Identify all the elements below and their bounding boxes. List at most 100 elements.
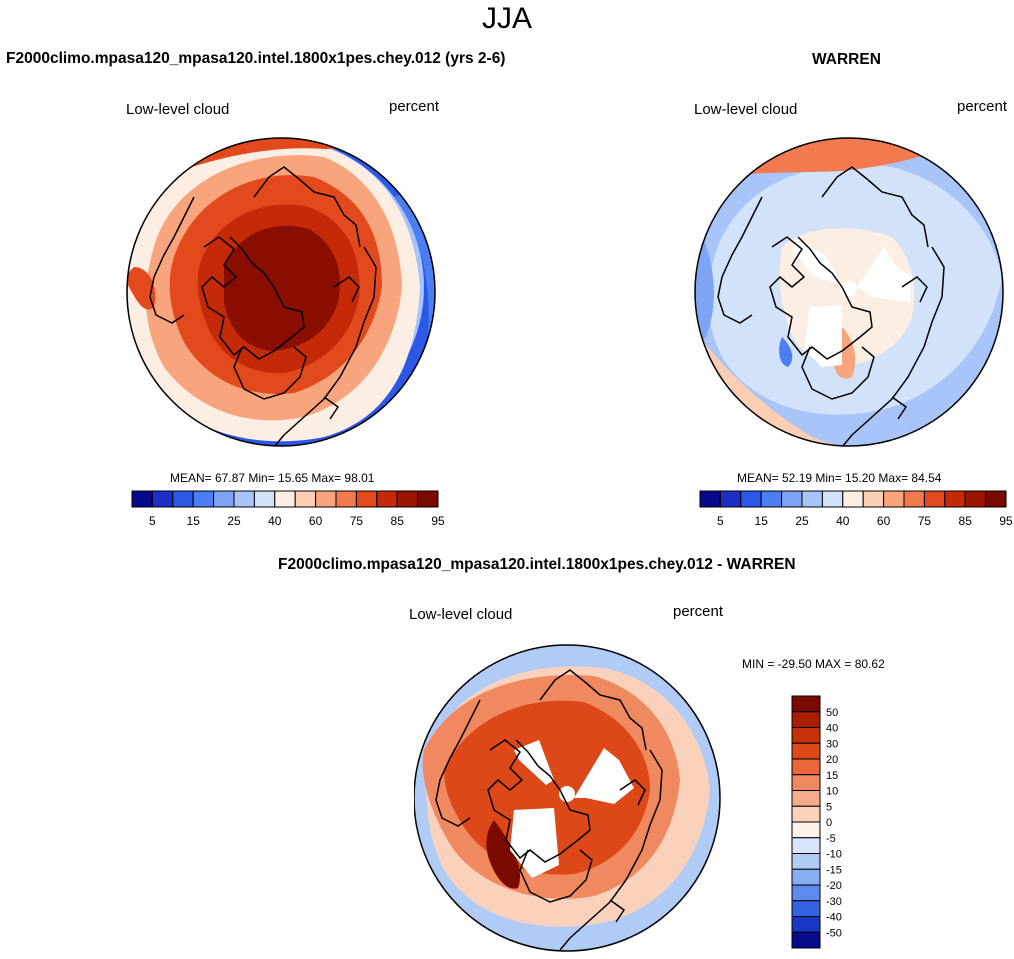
colorbar-swatch <box>355 490 378 508</box>
colorbar-swatch <box>791 837 821 854</box>
colorbar-swatch <box>740 490 762 508</box>
colorbar-tick-label: 95 <box>999 514 1012 528</box>
colorbar-swatch <box>923 490 946 508</box>
coastlines <box>435 669 663 951</box>
colorbar-tick-label: 40 <box>268 514 282 528</box>
panel-1-colorbar: 5 15 25 40 60 75 85 95 <box>131 490 444 528</box>
colorbar-tick-label: 5 <box>149 514 156 528</box>
panel-2-stats: MEAN= 52.19 Min= 15.20 Max= 84.54 <box>737 471 942 485</box>
missing-data-mask <box>559 786 575 802</box>
panel-3-polar-map <box>414 644 721 952</box>
colorbar-swatch <box>213 490 235 508</box>
colorbar-swatch <box>801 490 823 508</box>
colorbar-swatch <box>791 884 821 902</box>
colorbar-swatch <box>944 490 966 508</box>
missing-data-mask <box>574 748 634 804</box>
colorbar-tick-label: 15 <box>187 514 201 528</box>
colorbar-tick-label: 5 <box>826 801 832 813</box>
colorbar-swatch <box>903 490 925 508</box>
colorbar-swatch <box>791 742 821 760</box>
colorbar-tick-label: -30 <box>826 896 842 908</box>
colorbar-tick-label: 60 <box>309 514 323 528</box>
colorbar-tick-label: 40 <box>836 514 850 528</box>
map-field-layer <box>779 337 793 367</box>
colorbar-tick-label: 50 <box>826 707 838 719</box>
map-boundary-circle <box>126 137 436 447</box>
colorbar-swatch <box>883 490 905 508</box>
colorbar-tick-label: 75 <box>918 514 932 528</box>
colorbar-swatch <box>791 695 821 713</box>
missing-data-mask <box>514 740 554 785</box>
colorbar-swatch <box>791 790 821 807</box>
panel-3-stats: MIN = -29.50 MAX = 80.62 <box>742 657 885 671</box>
colorbar-swatch <box>376 490 398 508</box>
colorbar-swatch <box>131 490 153 508</box>
colorbar-tick-label: -15 <box>826 864 842 876</box>
colorbar-swatch <box>791 774 821 791</box>
colorbar-swatch <box>396 490 419 508</box>
panel-3-title: F2000climo.mpasa120_mpasa120.intel.1800x… <box>278 556 796 573</box>
missing-data-mask <box>804 305 842 367</box>
panel-1-units-label: percent <box>389 98 440 115</box>
colorbar-swatch <box>791 900 821 917</box>
panel-2-title: WARREN <box>812 51 881 68</box>
colorbar-swatch <box>274 490 296 508</box>
colorbar-tick-label: 30 <box>826 738 838 750</box>
colorbar-tick-label: -40 <box>826 912 842 924</box>
colorbar-swatch <box>964 490 987 508</box>
map-field-layer <box>224 225 340 351</box>
panel-2-units-label: percent <box>957 98 1008 115</box>
colorbar-swatch <box>233 490 255 508</box>
map-field-layer <box>486 820 521 889</box>
map-field-layer <box>127 267 156 310</box>
colorbar-tick-label: 60 <box>877 514 891 528</box>
colorbar-tick-label: 5 <box>717 514 724 528</box>
colorbar-swatch <box>335 490 357 508</box>
colorbar-swatch <box>151 490 174 508</box>
map-boundary-circle <box>414 644 721 952</box>
missing-data-mask <box>792 237 842 285</box>
colorbar-swatch <box>821 490 844 508</box>
panel-3-units-label: percent <box>673 603 724 620</box>
colorbar-swatch <box>417 490 439 508</box>
colorbar-swatch <box>719 490 742 508</box>
map-field-layer <box>695 327 1003 446</box>
colorbar-tick-label: 75 <box>350 514 364 528</box>
colorbar-tick-label: 95 <box>431 514 444 528</box>
colorbar-swatch <box>862 490 885 508</box>
map-boundary-circle <box>694 137 1004 447</box>
colorbar-tick-label: 85 <box>391 514 405 528</box>
colorbar-swatch <box>791 853 821 870</box>
colorbar-swatch <box>791 821 821 839</box>
panel-1-stats: MEAN= 67.87 Min= 15.65 Max= 98.01 <box>170 471 375 485</box>
colorbar-swatch <box>781 490 803 508</box>
panel-1-title: F2000climo.mpasa120_mpasa120.intel.1800x… <box>6 50 506 67</box>
panel-2-polar-map <box>694 137 1004 447</box>
colorbar-swatch <box>172 490 194 508</box>
colorbar-swatch <box>315 490 337 508</box>
colorbar-swatch <box>791 916 821 933</box>
colorbar-swatch <box>192 490 215 508</box>
missing-data-mask <box>857 247 912 302</box>
colorbar-tick-label: 15 <box>826 770 838 782</box>
colorbar-tick-label: -20 <box>826 880 842 892</box>
colorbar-tick-label: 0 <box>826 817 832 829</box>
colorbar-swatch <box>791 805 821 823</box>
colorbar-swatch <box>791 711 821 728</box>
colorbar-swatch <box>842 490 864 508</box>
colorbar-swatch <box>791 931 821 949</box>
colorbar-swatch <box>760 490 783 508</box>
coastlines <box>717 166 945 446</box>
colorbar-swatch <box>791 758 821 776</box>
colorbar-tick-label: -5 <box>826 833 836 845</box>
panel-1-variable-label: Low-level cloud <box>126 101 230 118</box>
colorbar-tick-label: 10 <box>826 786 838 798</box>
colorbar-swatch <box>985 490 1007 508</box>
panel-3-variable-label: Low-level cloud <box>409 606 513 623</box>
colorbar-swatch <box>699 490 721 508</box>
colorbar-swatch <box>253 490 276 508</box>
colorbar-tick-label: 25 <box>795 514 809 528</box>
figure-title: JJA <box>481 2 532 35</box>
panel-2-colorbar: 5 15 25 40 60 75 85 95 <box>699 490 1012 528</box>
